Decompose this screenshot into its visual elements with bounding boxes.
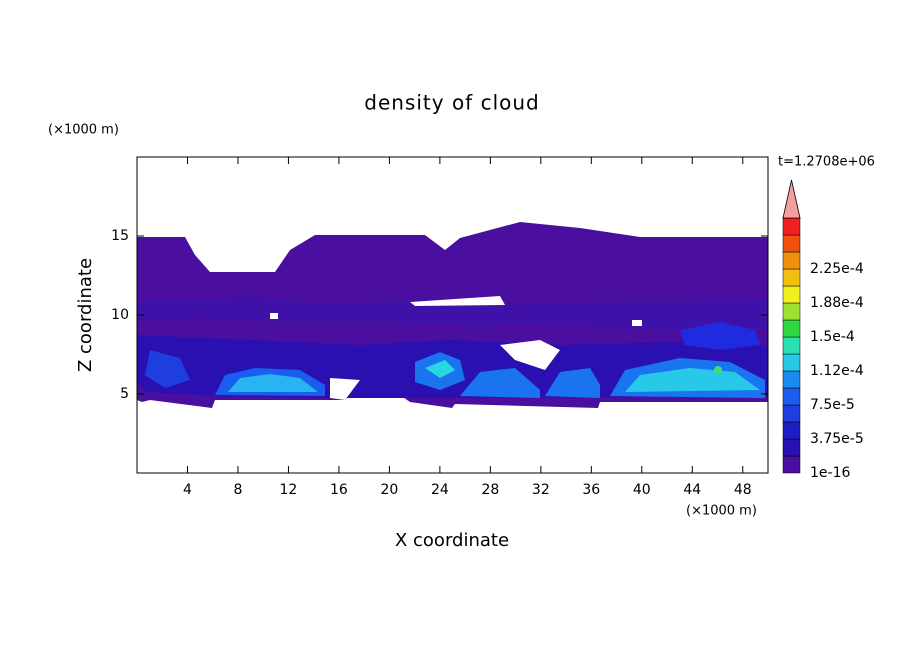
x-tick-label: 8 xyxy=(233,482,242,498)
colorbar-band xyxy=(782,387,801,406)
x-tick-label: 4 xyxy=(183,482,192,498)
y-unit: (×1000 m) xyxy=(48,123,119,138)
y-tick-label: 10 xyxy=(111,307,129,323)
colorbar-band xyxy=(782,234,801,253)
colorbar-band xyxy=(782,217,801,236)
x-tick-label: 24 xyxy=(431,482,449,498)
colorbar-band xyxy=(782,336,801,355)
colorbar-band xyxy=(782,268,801,287)
colorbar-label: 3.75e-5 xyxy=(810,431,864,447)
x-tick-label: 48 xyxy=(734,482,752,498)
colorbar-label: 7.5e-5 xyxy=(810,397,855,413)
x-tick-label: 36 xyxy=(582,482,600,498)
x-tick-label: 20 xyxy=(380,482,398,498)
x-unit: (×1000 m) xyxy=(686,504,757,519)
colorbar-label: 2.25e-4 xyxy=(810,261,864,277)
colorbar-band xyxy=(782,319,801,338)
x-tick-label: 28 xyxy=(481,482,499,498)
colorbar-band xyxy=(782,251,801,270)
colorbar-band xyxy=(782,353,801,372)
colorbar-band xyxy=(782,285,801,304)
colorbar-band xyxy=(782,455,801,474)
x-axis-label: X coordinate xyxy=(395,530,509,551)
x-tick-label: 44 xyxy=(683,482,701,498)
x-tick-label: 16 xyxy=(330,482,348,498)
colorbar-band xyxy=(782,421,801,440)
y-axis-label: Z coordinate xyxy=(75,258,96,372)
contour-field xyxy=(137,222,768,408)
colorbar-band xyxy=(782,404,801,423)
colorbar-band xyxy=(782,302,801,321)
colorbar-band xyxy=(782,370,801,389)
time-label: t=1.2708e+06 xyxy=(778,155,875,170)
colorbar-label: 1.88e-4 xyxy=(810,295,864,311)
colorbar-label: 1.5e-4 xyxy=(810,329,855,345)
colorbar-band xyxy=(782,438,801,457)
x-tick-label: 32 xyxy=(532,482,550,498)
colorbar-extend xyxy=(782,179,801,219)
colorbar-label: 1.12e-4 xyxy=(810,363,864,379)
plot-frame xyxy=(136,156,769,474)
x-tick-label: 40 xyxy=(633,482,651,498)
chart-title: density of cloud xyxy=(364,91,539,115)
colorbar-label: 1e-16 xyxy=(810,465,850,481)
x-tick-label: 12 xyxy=(280,482,298,498)
y-tick-label: 15 xyxy=(111,228,129,244)
y-tick-label: 5 xyxy=(120,386,129,402)
